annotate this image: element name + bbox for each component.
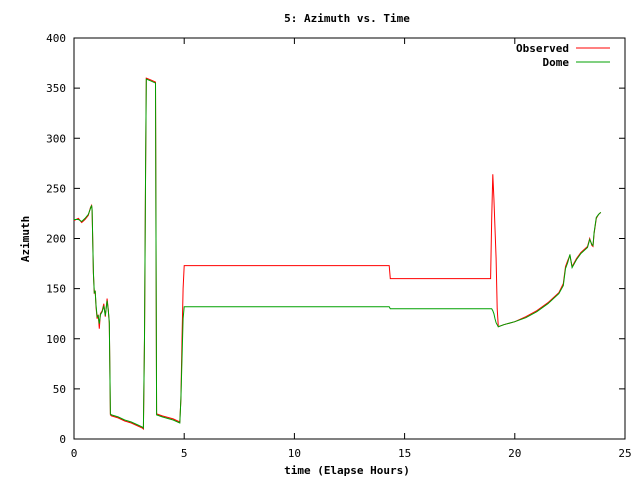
y-axis: 0 50 100 150 200 250 300 350 400 (46, 32, 625, 446)
y-tick-label: 250 (46, 182, 66, 195)
legend: Observed Dome (516, 42, 610, 69)
y-tick-label: 150 (46, 283, 66, 296)
legend-label-dome: Dome (543, 56, 570, 69)
y-tick-label: 0 (59, 433, 66, 446)
x-axis-title: time (Elapse Hours) (284, 464, 410, 477)
y-axis-title: Azimuth (19, 216, 32, 262)
x-tick-label: 25 (618, 447, 631, 460)
y-tick-label: 50 (53, 383, 66, 396)
x-tick-label: 10 (288, 447, 301, 460)
x-tick-label: 0 (71, 447, 78, 460)
series-line-dome (74, 78, 602, 430)
x-tick-label: 20 (508, 447, 521, 460)
x-axis: 0 5 10 15 20 25 (71, 38, 632, 460)
x-tick-label: 15 (398, 447, 411, 460)
y-tick-label: 400 (46, 32, 66, 45)
series-layer (73, 77, 602, 431)
y-tick-label: 300 (46, 132, 66, 145)
x-tick-label: 5 (181, 447, 188, 460)
series-line-observed (73, 77, 602, 431)
y-tick-label: 350 (46, 82, 66, 95)
y-tick-label: 100 (46, 333, 66, 346)
y-tick-label: 200 (46, 233, 66, 246)
chart-title: 5: Azimuth vs. Time (284, 12, 410, 25)
legend-label-observed: Observed (516, 42, 569, 55)
